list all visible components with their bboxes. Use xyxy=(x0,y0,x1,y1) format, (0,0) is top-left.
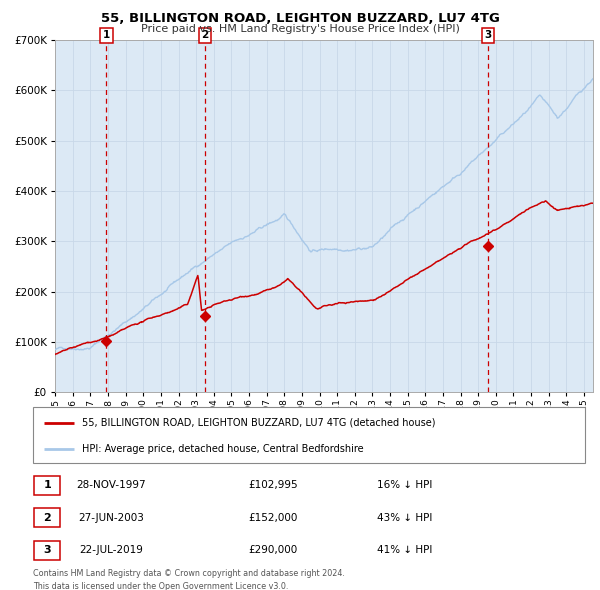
Text: £102,995: £102,995 xyxy=(248,480,298,490)
Text: £152,000: £152,000 xyxy=(248,513,298,523)
Text: HPI: Average price, detached house, Central Bedfordshire: HPI: Average price, detached house, Cent… xyxy=(82,444,363,454)
Text: 3: 3 xyxy=(484,30,491,40)
Text: £290,000: £290,000 xyxy=(248,545,298,555)
Text: 41% ↓ HPI: 41% ↓ HPI xyxy=(377,545,433,555)
Text: 1: 1 xyxy=(44,480,51,490)
Text: 2: 2 xyxy=(44,513,51,523)
Text: 55, BILLINGTON ROAD, LEIGHTON BUZZARD, LU7 4TG: 55, BILLINGTON ROAD, LEIGHTON BUZZARD, L… xyxy=(101,12,499,25)
Text: 1: 1 xyxy=(103,30,110,40)
Text: 43% ↓ HPI: 43% ↓ HPI xyxy=(377,513,433,523)
Text: 2: 2 xyxy=(201,30,208,40)
Text: 28-NOV-1997: 28-NOV-1997 xyxy=(76,480,146,490)
Text: 27-JUN-2003: 27-JUN-2003 xyxy=(78,513,144,523)
Text: Contains HM Land Registry data © Crown copyright and database right 2024.: Contains HM Land Registry data © Crown c… xyxy=(33,569,345,578)
Text: 22-JUL-2019: 22-JUL-2019 xyxy=(79,545,143,555)
Text: Price paid vs. HM Land Registry's House Price Index (HPI): Price paid vs. HM Land Registry's House … xyxy=(140,24,460,34)
Text: 55, BILLINGTON ROAD, LEIGHTON BUZZARD, LU7 4TG (detached house): 55, BILLINGTON ROAD, LEIGHTON BUZZARD, L… xyxy=(82,418,435,428)
Text: 16% ↓ HPI: 16% ↓ HPI xyxy=(377,480,433,490)
Text: 3: 3 xyxy=(44,545,51,555)
Text: This data is licensed under the Open Government Licence v3.0.: This data is licensed under the Open Gov… xyxy=(33,582,289,590)
